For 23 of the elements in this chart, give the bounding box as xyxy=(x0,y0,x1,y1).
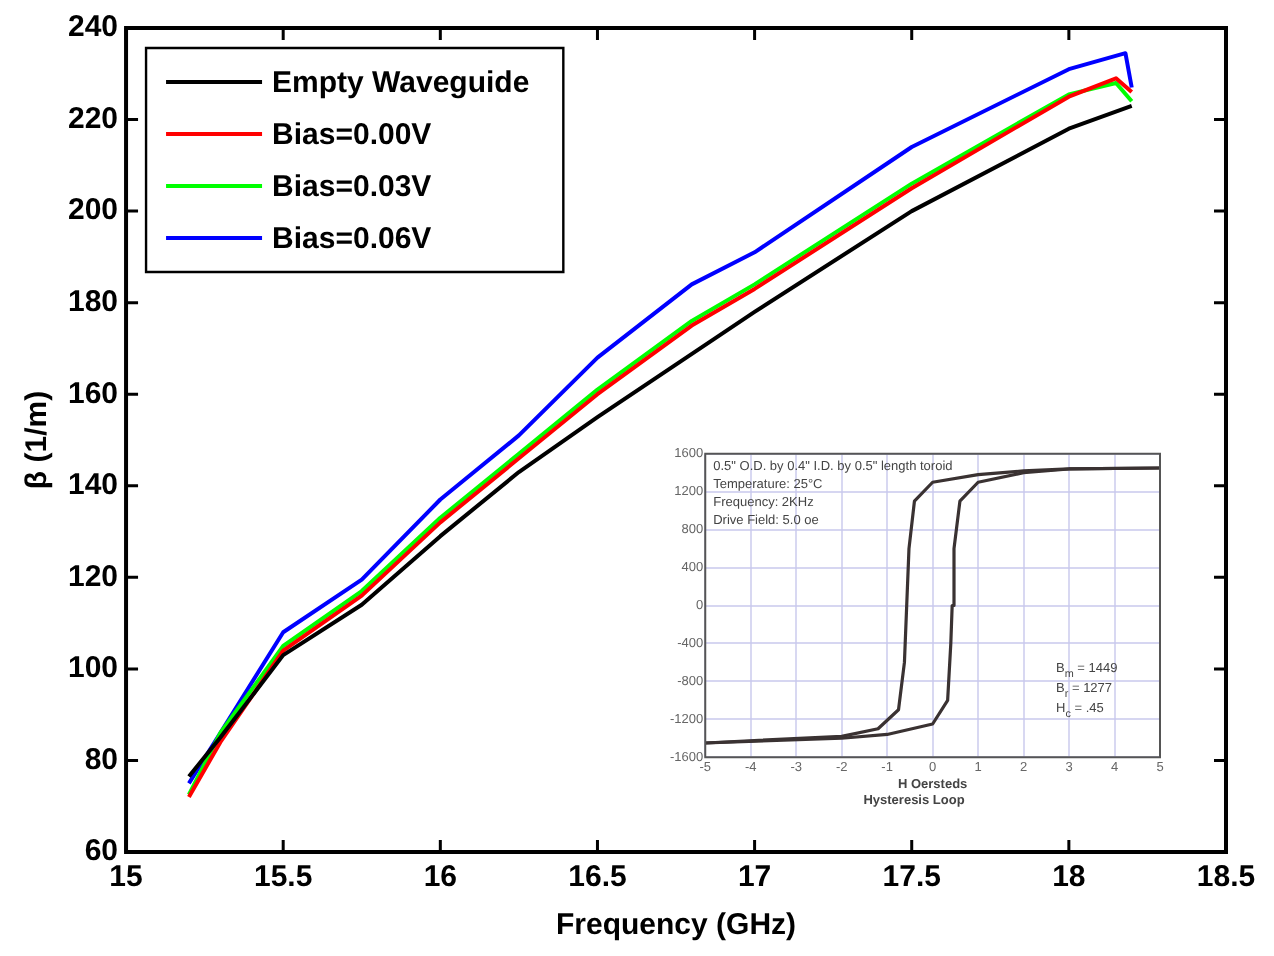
legend-label: Empty Waveguide xyxy=(272,66,530,101)
x-axis-title: Frequency (GHz) xyxy=(556,908,797,943)
x-tick-label: 17.5 xyxy=(882,860,941,895)
y-tick-label: 180 xyxy=(67,284,119,319)
x-tick-label: 18 xyxy=(1052,860,1086,895)
y-tick-label: 160 xyxy=(67,376,119,411)
x-tick-label: 16 xyxy=(423,860,458,895)
y-tick-label: 220 xyxy=(67,101,119,136)
x-tick-label: 15.5 xyxy=(253,860,313,895)
legend-label: Bias=0.03V xyxy=(272,170,432,205)
y-tick-label: 100 xyxy=(67,651,119,686)
legend-label: Bias=0.06V xyxy=(272,222,432,257)
y-tick-label: 80 xyxy=(84,742,119,777)
y-tick-label: 140 xyxy=(67,468,119,503)
y-axis-title: β (1/m) xyxy=(20,390,55,490)
x-tick-label: 18.5 xyxy=(1196,860,1256,895)
x-tick-label: 16.5 xyxy=(568,860,627,895)
y-tick-label: 120 xyxy=(67,559,119,594)
x-tick-label: 15 xyxy=(109,860,143,895)
y-tick-label: 240 xyxy=(67,10,119,45)
y-tick-label: 200 xyxy=(67,193,119,228)
x-tick-label: 17 xyxy=(737,860,772,895)
legend-label: Bias=0.00V xyxy=(272,118,432,153)
